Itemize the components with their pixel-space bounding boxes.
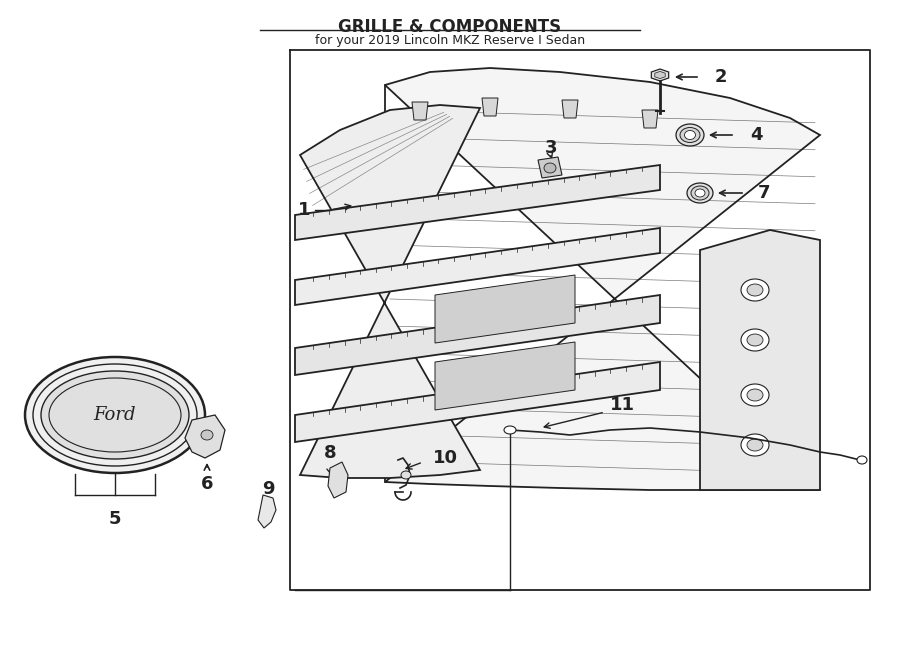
Polygon shape	[295, 295, 660, 375]
Text: 1: 1	[298, 201, 310, 219]
Polygon shape	[700, 230, 820, 490]
Polygon shape	[328, 462, 348, 498]
Ellipse shape	[741, 434, 769, 456]
Text: 9: 9	[262, 480, 274, 498]
Text: 11: 11	[610, 396, 635, 414]
Polygon shape	[185, 415, 225, 458]
Ellipse shape	[401, 471, 411, 479]
Ellipse shape	[691, 186, 709, 200]
Polygon shape	[642, 110, 658, 128]
Ellipse shape	[747, 389, 763, 401]
Text: 6: 6	[201, 475, 213, 493]
Text: 8: 8	[324, 444, 337, 462]
Polygon shape	[562, 100, 578, 118]
Ellipse shape	[747, 439, 763, 451]
Ellipse shape	[676, 124, 704, 146]
Polygon shape	[482, 98, 498, 116]
Polygon shape	[300, 105, 480, 478]
Polygon shape	[435, 275, 575, 343]
Ellipse shape	[741, 279, 769, 301]
Text: 7: 7	[758, 184, 770, 202]
Text: 3: 3	[545, 139, 557, 157]
Text: 10: 10	[433, 449, 458, 467]
Text: 2: 2	[715, 68, 727, 86]
Text: 4: 4	[750, 126, 762, 144]
Ellipse shape	[687, 183, 713, 203]
Polygon shape	[295, 165, 660, 240]
Ellipse shape	[504, 426, 516, 434]
Polygon shape	[258, 495, 276, 528]
Polygon shape	[652, 69, 669, 81]
Ellipse shape	[680, 128, 700, 142]
Ellipse shape	[25, 357, 205, 473]
Text: Ford: Ford	[94, 406, 136, 424]
Ellipse shape	[857, 456, 867, 464]
Ellipse shape	[741, 329, 769, 351]
Ellipse shape	[747, 334, 763, 346]
Ellipse shape	[201, 430, 213, 440]
Ellipse shape	[747, 284, 763, 296]
Text: for your 2019 Lincoln MKZ Reserve I Sedan: for your 2019 Lincoln MKZ Reserve I Seda…	[315, 34, 585, 47]
Polygon shape	[295, 228, 660, 305]
Polygon shape	[655, 71, 665, 79]
Polygon shape	[385, 68, 820, 490]
Text: 5: 5	[109, 510, 122, 528]
Ellipse shape	[685, 130, 696, 140]
Ellipse shape	[741, 384, 769, 406]
Polygon shape	[295, 362, 660, 442]
Ellipse shape	[41, 371, 189, 459]
Ellipse shape	[695, 189, 705, 197]
Ellipse shape	[544, 163, 556, 173]
Text: GRILLE & COMPONENTS: GRILLE & COMPONENTS	[338, 18, 562, 36]
Polygon shape	[538, 157, 562, 178]
Polygon shape	[412, 102, 428, 120]
Polygon shape	[435, 342, 575, 410]
